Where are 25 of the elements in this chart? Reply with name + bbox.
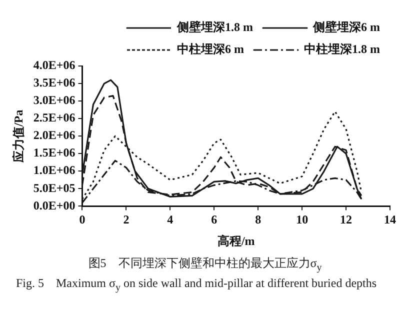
x-tick-label: 12 bbox=[340, 212, 352, 226]
y-tick-label: 5.0E+05 bbox=[33, 180, 76, 195]
legend-label: 侧壁埋深6 m bbox=[312, 20, 380, 34]
y-tick-label: 3.5E+06 bbox=[33, 76, 76, 90]
x-tick-label: 2 bbox=[123, 212, 130, 226]
legend-label: 中柱埋深1.8 m bbox=[304, 42, 380, 56]
y-tick-label: 2.5E+06 bbox=[33, 110, 76, 125]
x-tick-label: 10 bbox=[296, 212, 308, 226]
x-tick-label: 0 bbox=[79, 212, 86, 226]
y-tick-label: 3.0E+06 bbox=[33, 93, 76, 108]
x-tick-label: 4 bbox=[167, 212, 174, 226]
y-tick-label: 0.0E+00 bbox=[33, 198, 76, 212]
y-tick-label: 4.0E+06 bbox=[33, 58, 76, 72]
caption: 图5 不同埋深下侧壁和中柱的最大正应力σ$_{y}$ bbox=[87, 255, 323, 274]
legend-label: 中柱埋深6 m bbox=[177, 42, 244, 56]
y-tick-label: 1.5E+06 bbox=[33, 146, 76, 160]
caption: Fig. 5 Maximum σ$_{y}$ on side wall and mid-pillar at different buried depths bbox=[16, 275, 378, 294]
x-tick-label: 6 bbox=[211, 212, 218, 226]
y-tick-label: 2.0E+06 bbox=[33, 128, 76, 142]
x-tick-label: 8 bbox=[255, 212, 262, 226]
x-tick-label: 14 bbox=[384, 212, 396, 226]
y-tick-label: 1.0E+06 bbox=[33, 163, 76, 178]
x-axis-title: 高程/m bbox=[217, 234, 255, 248]
legend-label: 侧壁埋深1.8 m bbox=[176, 20, 254, 34]
y-axis-title: 应力值/Pa bbox=[11, 110, 26, 164]
